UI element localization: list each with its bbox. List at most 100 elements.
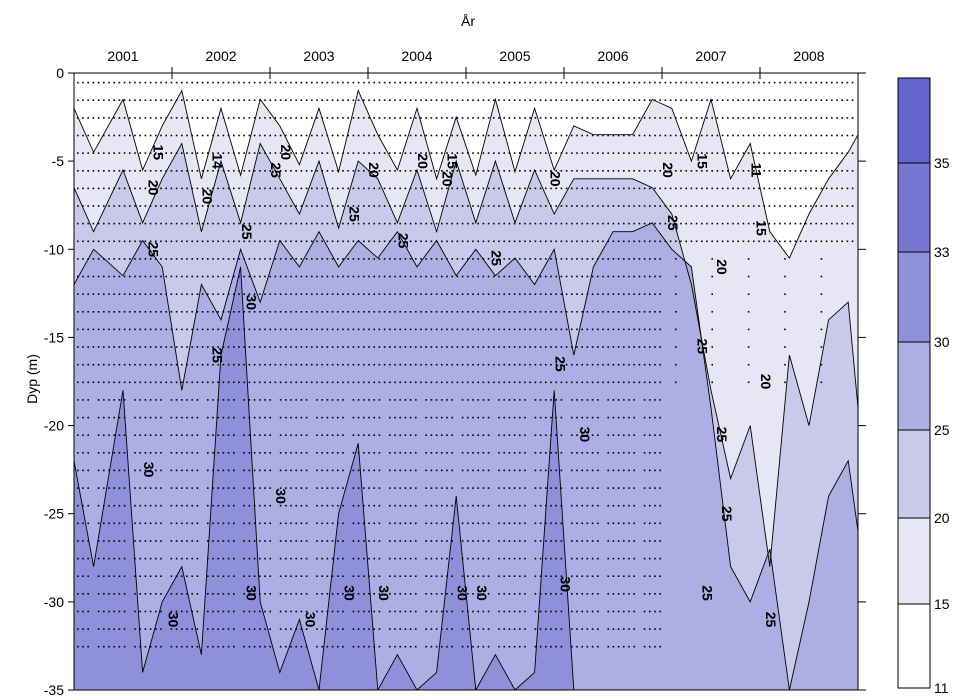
sample-point bbox=[181, 293, 183, 295]
sample-point bbox=[290, 346, 292, 348]
sample-point bbox=[175, 540, 178, 542]
sample-point bbox=[784, 117, 786, 119]
contour-label: 20 bbox=[714, 259, 730, 275]
sample-point bbox=[477, 346, 479, 348]
contour-label: 20 bbox=[278, 145, 294, 161]
sample-point bbox=[238, 152, 240, 154]
sample-point bbox=[97, 469, 100, 472]
sample-point bbox=[435, 152, 438, 154]
sample-point bbox=[534, 469, 537, 472]
sample-point bbox=[326, 117, 329, 119]
sample-point bbox=[586, 240, 589, 243]
sample-point bbox=[285, 487, 287, 489]
sample-point bbox=[737, 134, 739, 137]
sample-point bbox=[560, 222, 563, 225]
colorbar-label: 25 bbox=[934, 422, 950, 438]
sample-point bbox=[534, 610, 537, 613]
sample-point bbox=[810, 205, 812, 207]
sample-point bbox=[295, 328, 297, 331]
sample-point bbox=[415, 452, 417, 454]
sample-point bbox=[519, 381, 521, 384]
sample-point bbox=[659, 628, 661, 630]
sample-point bbox=[77, 381, 79, 384]
sample-point bbox=[441, 258, 443, 260]
sample-point bbox=[170, 275, 173, 278]
sample-point bbox=[550, 452, 552, 454]
sample-point bbox=[612, 487, 615, 489]
sample-point bbox=[290, 170, 292, 172]
sample-point bbox=[576, 170, 578, 172]
sample-point bbox=[461, 575, 464, 577]
sample-point bbox=[321, 258, 323, 260]
sample-point bbox=[253, 311, 256, 313]
sample-point bbox=[409, 346, 412, 348]
sample-point bbox=[409, 170, 412, 172]
sample-point bbox=[305, 205, 308, 207]
sample-point bbox=[269, 610, 271, 613]
sample-point bbox=[846, 187, 849, 190]
sample-point bbox=[342, 81, 344, 84]
sample-point bbox=[186, 381, 188, 384]
sample-point bbox=[508, 311, 511, 313]
sample-point bbox=[649, 575, 651, 577]
sample-point bbox=[373, 593, 375, 595]
sample-point bbox=[591, 469, 594, 472]
sample-point bbox=[118, 381, 121, 384]
sample-point bbox=[321, 593, 323, 595]
sample-point bbox=[196, 81, 199, 84]
sample-point bbox=[508, 152, 511, 154]
sample-point bbox=[259, 205, 261, 207]
sample-point bbox=[643, 222, 646, 225]
sample-point bbox=[186, 469, 188, 472]
sample-point bbox=[539, 117, 542, 119]
sample-point bbox=[503, 504, 505, 507]
sample-point bbox=[508, 346, 511, 348]
sample-point bbox=[513, 205, 516, 207]
sample-point bbox=[820, 381, 823, 384]
sample-point bbox=[534, 152, 537, 154]
sample-point bbox=[617, 258, 620, 260]
sample-point bbox=[305, 399, 308, 401]
sample-point bbox=[269, 222, 271, 225]
sample-point bbox=[326, 222, 329, 225]
sample-point bbox=[274, 240, 277, 243]
sample-point bbox=[690, 205, 693, 207]
sample-point bbox=[181, 311, 183, 313]
sample-point bbox=[248, 170, 251, 172]
sample-point bbox=[97, 152, 100, 154]
sample-point bbox=[279, 645, 282, 648]
sample-point bbox=[425, 557, 427, 560]
sample-point bbox=[581, 81, 583, 84]
sample-point bbox=[394, 240, 396, 243]
sample-point bbox=[623, 469, 625, 472]
sample-point bbox=[357, 469, 360, 472]
sample-point bbox=[274, 328, 277, 331]
sample-point bbox=[212, 469, 214, 472]
sample-point bbox=[404, 522, 407, 525]
sample-point bbox=[701, 134, 703, 137]
sample-point bbox=[217, 346, 219, 348]
sample-point bbox=[581, 222, 583, 225]
sample-point bbox=[649, 416, 651, 419]
sample-point bbox=[498, 610, 500, 613]
sample-point bbox=[539, 99, 542, 101]
sample-point bbox=[160, 575, 162, 577]
sample-point bbox=[721, 81, 724, 84]
sample-point bbox=[659, 240, 661, 243]
contour-label: 30 bbox=[474, 585, 490, 601]
sample-point bbox=[363, 610, 365, 613]
sample-point bbox=[337, 170, 339, 172]
sample-point bbox=[253, 293, 256, 295]
sample-point bbox=[513, 610, 516, 613]
sample-point bbox=[498, 205, 500, 207]
sample-point bbox=[555, 452, 557, 454]
sample-point bbox=[607, 628, 609, 630]
sample-point bbox=[461, 628, 464, 630]
sample-point bbox=[378, 416, 381, 419]
sample-point bbox=[430, 134, 433, 137]
sample-point bbox=[222, 381, 225, 384]
sample-point bbox=[711, 134, 713, 137]
sample-point bbox=[259, 328, 261, 331]
sample-point bbox=[633, 293, 635, 295]
sample-point bbox=[446, 522, 448, 525]
